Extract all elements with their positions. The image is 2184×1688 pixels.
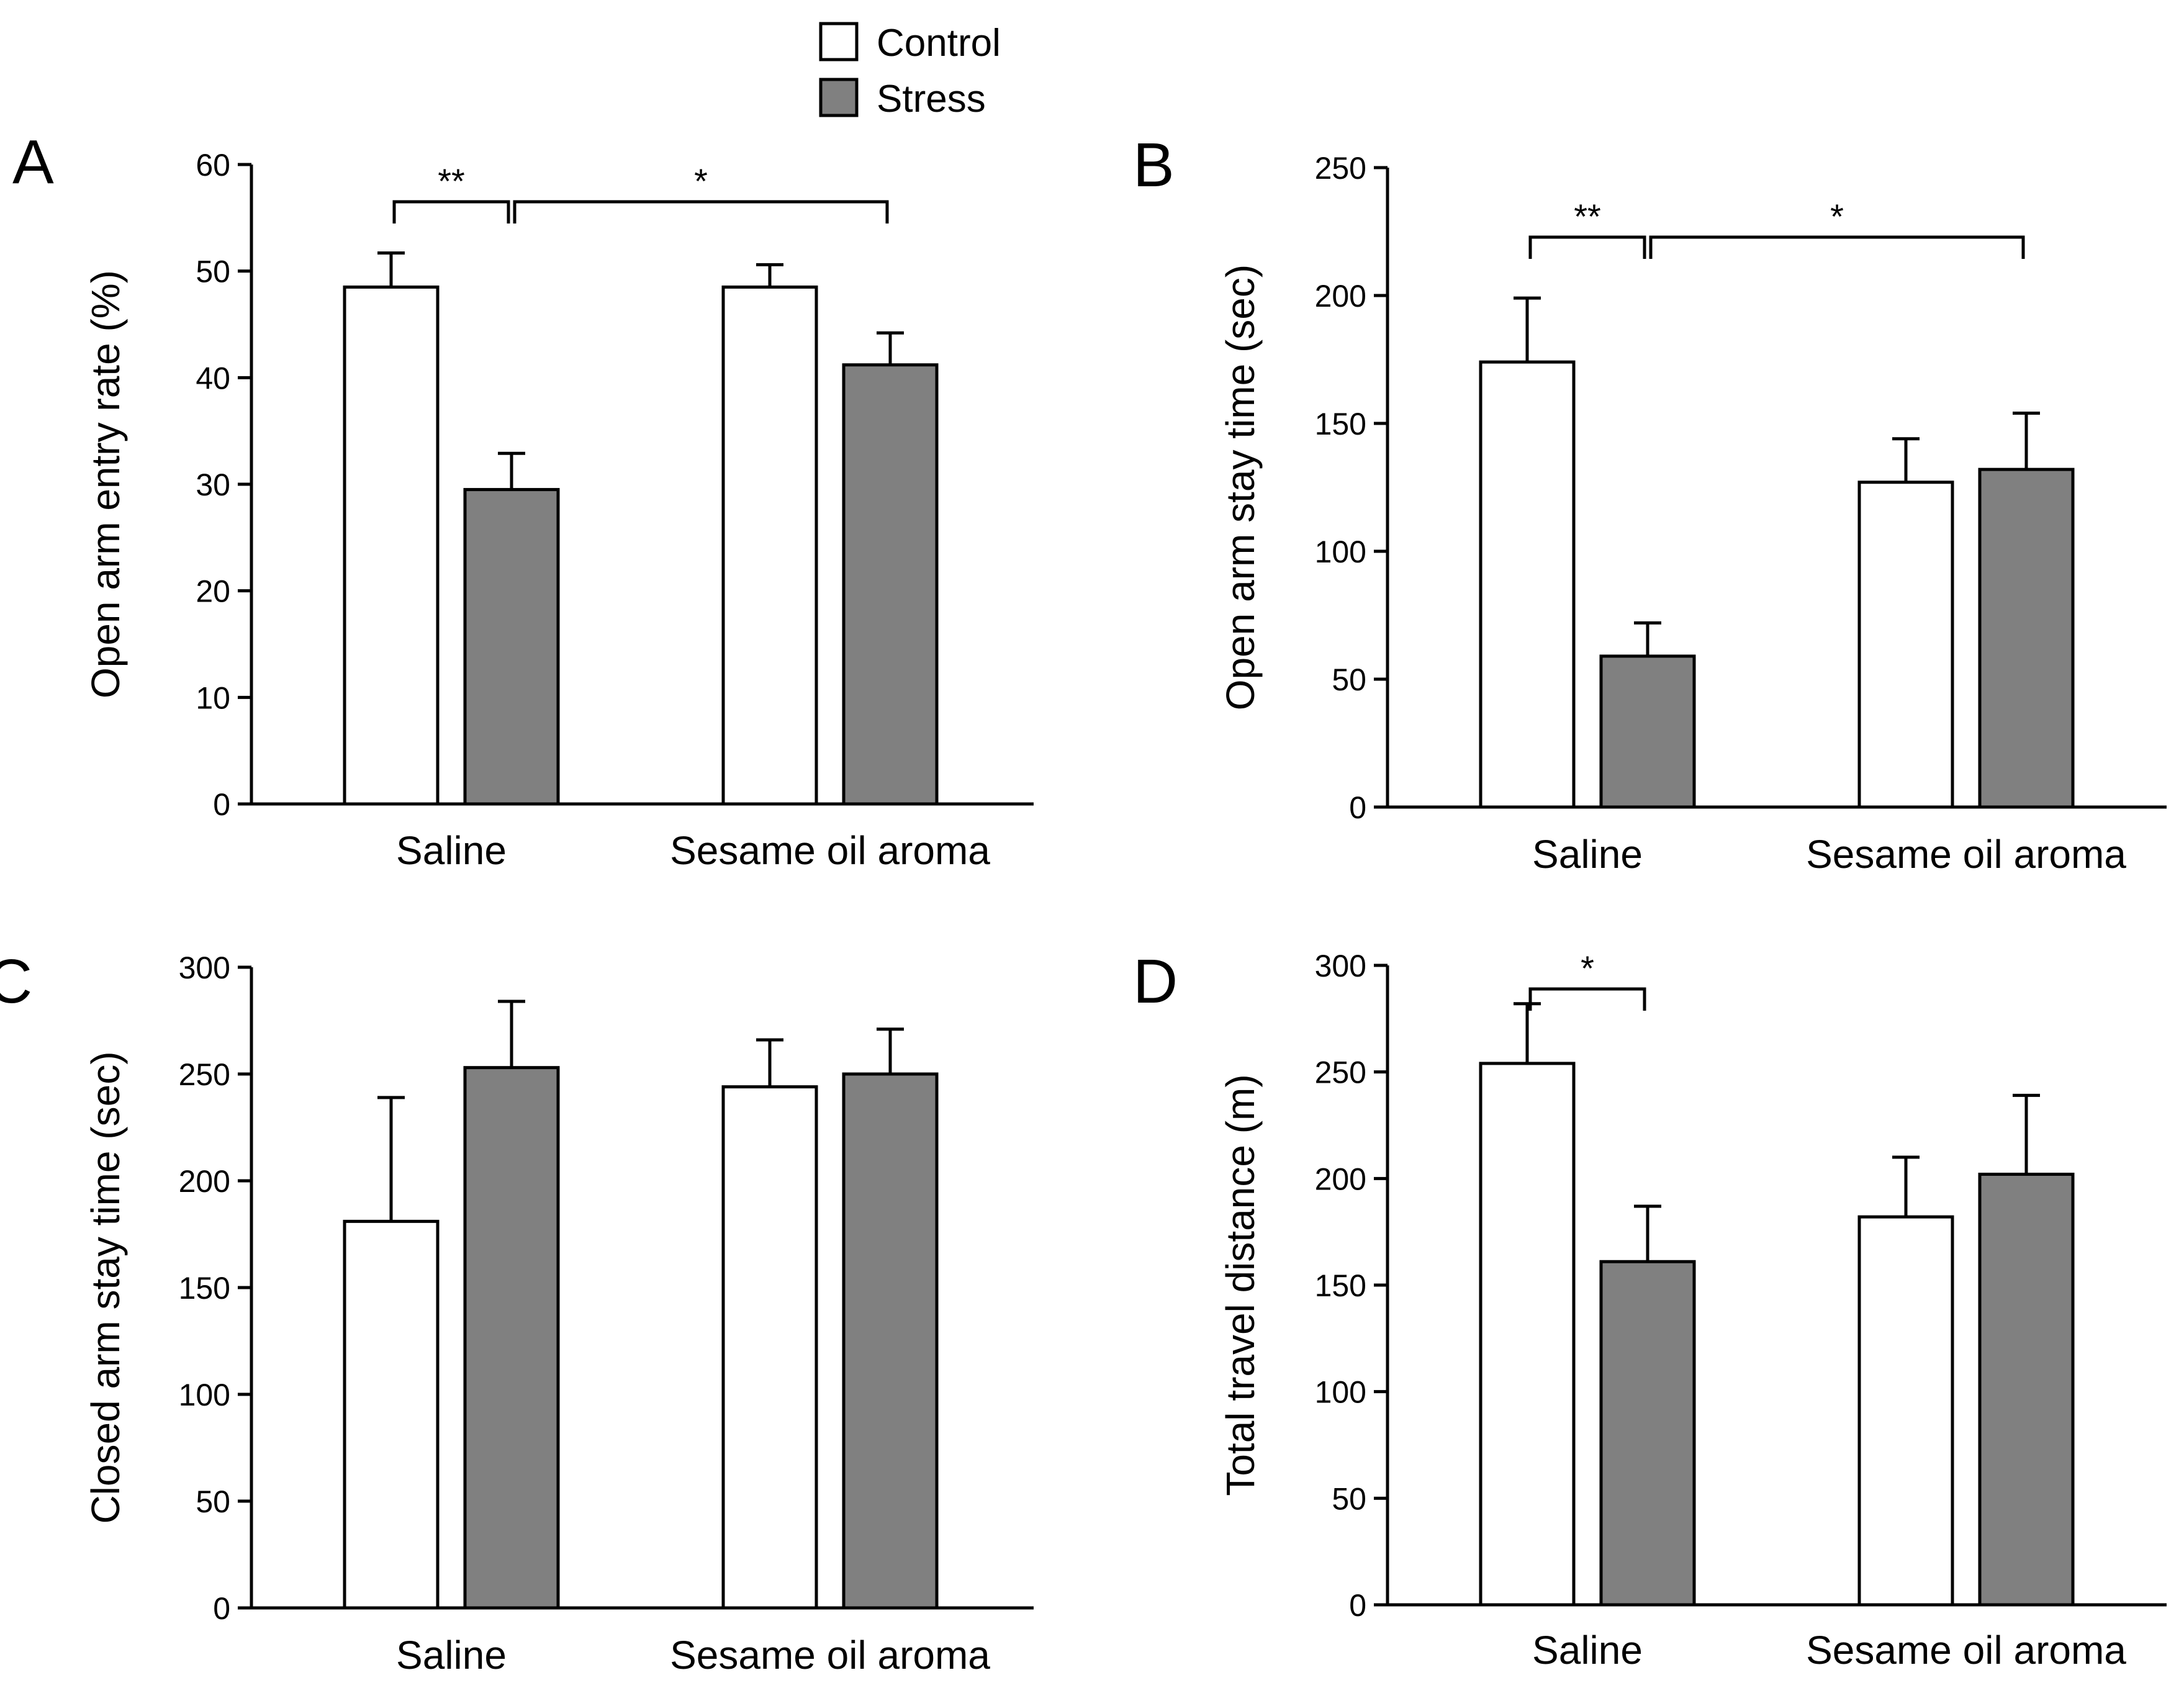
y-tick-label: 0 bbox=[213, 787, 230, 822]
y-tick-label: 10 bbox=[196, 680, 230, 715]
category-label: Saline bbox=[1532, 832, 1643, 877]
bar-control bbox=[1479, 1062, 1576, 1607]
y-tick-label: 100 bbox=[1315, 535, 1366, 569]
y-tick-label: 0 bbox=[213, 1591, 230, 1626]
y-tick-label: 20 bbox=[196, 574, 230, 609]
y-tick-label: 50 bbox=[1332, 1481, 1366, 1516]
panel-a: A 0 10 20 30 40 50 60 Open arm entry rate (%) Sal… bbox=[12, 127, 1034, 873]
category-label: Sesame oil aroma bbox=[670, 1633, 990, 1677]
y-tick-label: 50 bbox=[196, 255, 230, 289]
bar-stress bbox=[1978, 467, 2075, 809]
significance-bracket bbox=[513, 200, 889, 223]
y-tick-label: 0 bbox=[1349, 790, 1366, 825]
y-tick-label: 40 bbox=[196, 361, 230, 395]
y-tick-label: 100 bbox=[1315, 1375, 1366, 1410]
bar-control bbox=[1479, 360, 1576, 809]
significance-label: * bbox=[1830, 197, 1844, 236]
bar-control bbox=[343, 1219, 440, 1610]
y-tick-label: 50 bbox=[1332, 662, 1366, 697]
bar-stress bbox=[463, 488, 560, 806]
category-label: Sesame oil aroma bbox=[1806, 832, 2126, 877]
y-axis-label: Closed arm stay time (sec) bbox=[83, 1051, 128, 1523]
y-tick-label: 250 bbox=[179, 1057, 230, 1092]
y-tick-label: 200 bbox=[1315, 1162, 1366, 1196]
legend-swatch-stress bbox=[819, 78, 859, 117]
panel-d: D 0 50 100 150 200 250 300 Total travel distance… bbox=[1133, 947, 2167, 1672]
bar-control bbox=[721, 285, 818, 806]
significance-bracket bbox=[392, 200, 510, 223]
significance-label: ** bbox=[438, 161, 465, 201]
panel-c: C 0 50 100 150 200 250 300 Closed arm stay time … bbox=[0, 947, 1034, 1677]
category-label: Saline bbox=[396, 1633, 507, 1677]
significance-label: * bbox=[1581, 949, 1594, 988]
y-tick-label: 60 bbox=[196, 148, 230, 183]
bar-stress bbox=[1599, 1260, 1696, 1607]
panel-label: A bbox=[12, 127, 54, 197]
bar-stress bbox=[463, 1066, 560, 1610]
significance-label: ** bbox=[1574, 197, 1601, 236]
y-axis-label: Open arm stay time (sec) bbox=[1218, 264, 1263, 710]
y-tick-label: 200 bbox=[179, 1164, 230, 1199]
panel-b: B 0 50 100 150 200 250 Open arm stay time (sec)… bbox=[1133, 130, 2167, 877]
significance-bracket bbox=[1649, 235, 2025, 259]
bar-control bbox=[721, 1085, 818, 1610]
panel-label: D bbox=[1133, 947, 1178, 1016]
y-tick-label: 150 bbox=[179, 1271, 230, 1306]
y-tick-label: 300 bbox=[179, 950, 230, 985]
bar-control bbox=[1857, 1215, 1954, 1607]
y-tick-label: 200 bbox=[1315, 279, 1366, 314]
legend-label-control: Control bbox=[877, 22, 1001, 65]
category-label: Saline bbox=[396, 828, 507, 873]
y-tick-label: 250 bbox=[1315, 1055, 1366, 1090]
category-label: Sesame oil aroma bbox=[670, 828, 990, 873]
significance-label: * bbox=[694, 161, 708, 201]
y-tick-label: 300 bbox=[1315, 949, 1366, 983]
bar-stress bbox=[842, 1072, 939, 1610]
category-label: Saline bbox=[1532, 1628, 1643, 1672]
y-tick-label: 0 bbox=[1349, 1588, 1366, 1623]
panels: A 0 10 20 30 40 50 60 Open arm entry rate (%) Sal… bbox=[0, 127, 2167, 1677]
y-tick-label: 150 bbox=[1315, 1268, 1366, 1303]
category-label: Sesame oil aroma bbox=[1806, 1628, 2126, 1672]
significance-bracket bbox=[1528, 235, 1646, 259]
y-tick-label: 150 bbox=[1315, 407, 1366, 441]
y-tick-label: 50 bbox=[196, 1484, 230, 1519]
bar-stress bbox=[842, 363, 939, 806]
legend-swatch-control bbox=[819, 22, 859, 61]
y-tick-label: 250 bbox=[1315, 151, 1366, 186]
bar-stress bbox=[1599, 654, 1696, 809]
y-tick-label: 100 bbox=[179, 1378, 230, 1412]
significance-bracket bbox=[1528, 987, 1646, 1011]
bar-stress bbox=[1978, 1172, 2075, 1607]
legend: Control Stress bbox=[819, 22, 1001, 120]
bar-control bbox=[343, 285, 440, 806]
panel-label: C bbox=[0, 947, 32, 1016]
y-tick-label: 30 bbox=[196, 467, 230, 502]
y-axis-label: Open arm entry rate (%) bbox=[83, 270, 128, 698]
bar-control bbox=[1857, 481, 1954, 809]
panel-label: B bbox=[1133, 130, 1175, 200]
legend-label-stress: Stress bbox=[877, 78, 986, 120]
y-axis-label: Total travel distance (m) bbox=[1218, 1074, 1263, 1496]
